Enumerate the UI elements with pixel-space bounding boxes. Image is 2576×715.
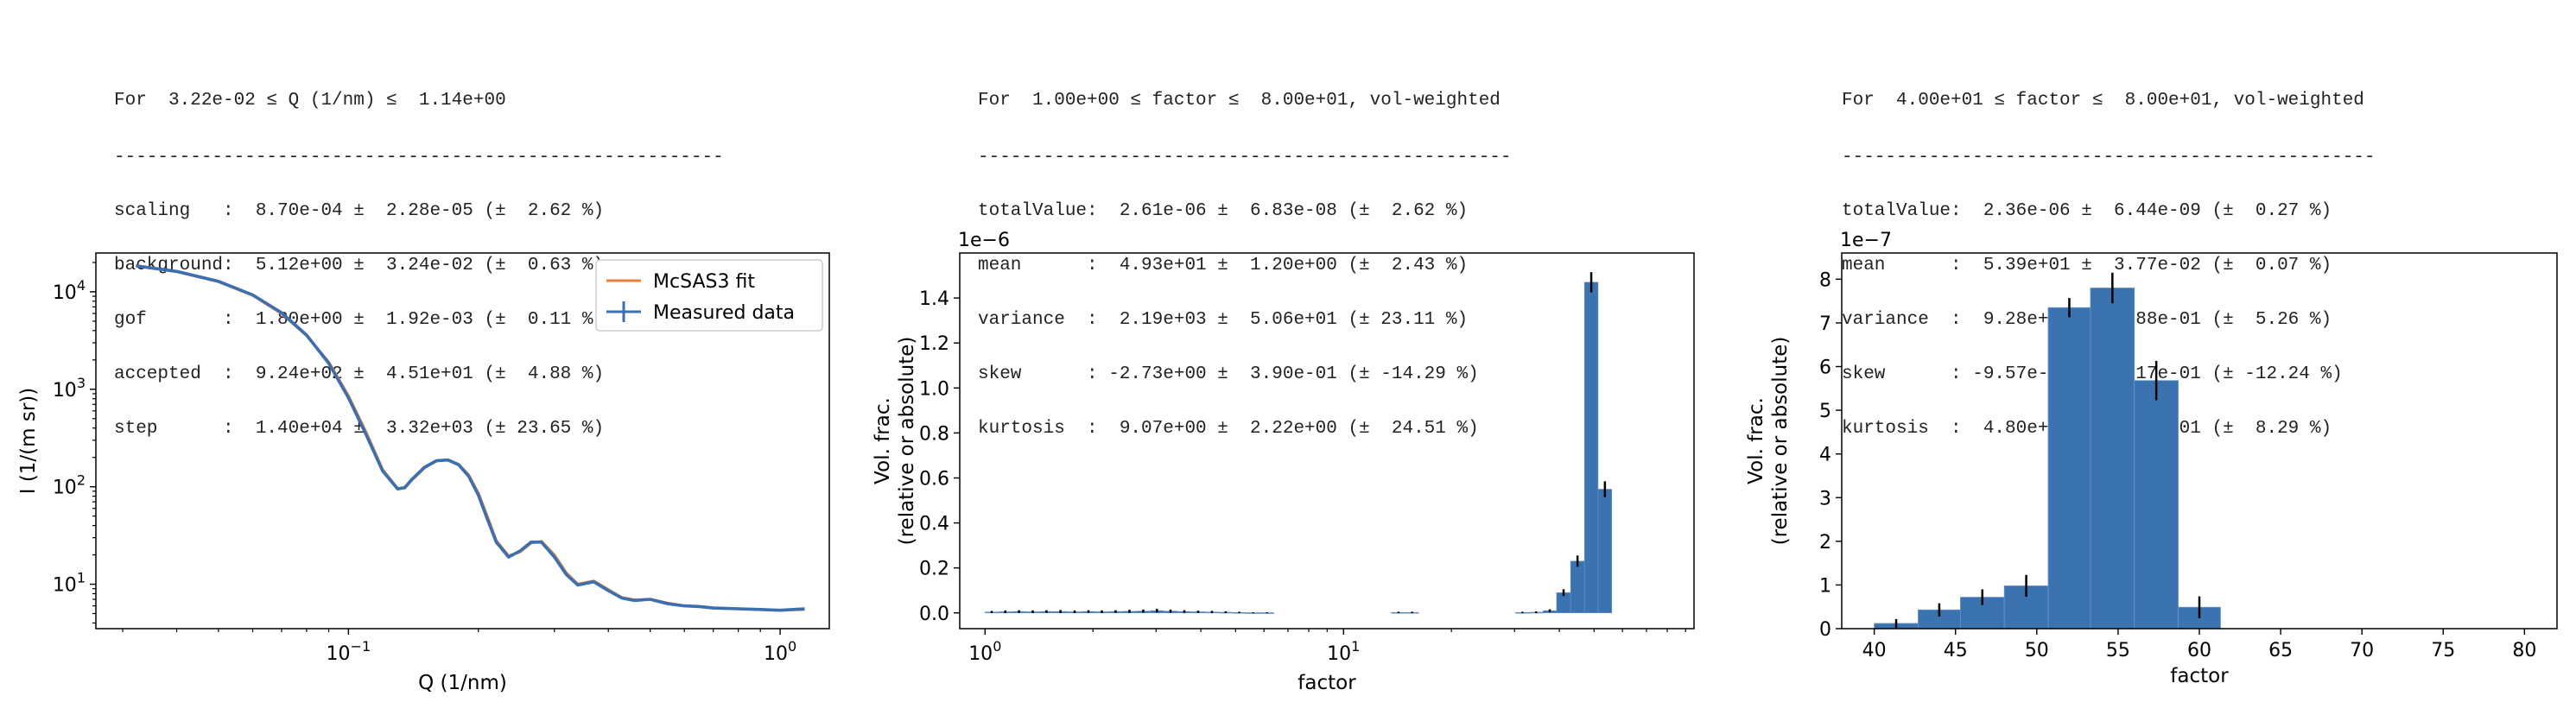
x-tick-label: 70	[2350, 640, 2374, 661]
stats-row-mean: mean : 5.39e+01 ± 3.77e-02 (± 0.07 %)	[1842, 256, 2332, 275]
x-axis-label: factor	[1298, 672, 1356, 694]
y-tick-label: 0.8	[919, 423, 949, 445]
histogram-bar	[1570, 560, 1585, 614]
stats-row-totalvalue: totalValue: 2.36e-06 ± 6.44e-09 (± 0.27 …	[1842, 201, 2332, 221]
x-tick-label: 55	[2106, 640, 2130, 661]
x-tick-label: 45	[1944, 640, 1968, 661]
stats-full-range: For 1.00e+00 ≤ factor ≤ 8.00e+01, vol-we…	[978, 55, 1512, 474]
histogram-bar	[2047, 307, 2091, 630]
stats-row-background: background: 5.12e+00 ± 3.24e-02 (± 0.63 …	[114, 256, 605, 275]
stats-rule: ----------------------------------------…	[978, 149, 1512, 166]
y-tick-label: 103	[53, 375, 86, 402]
x-tick-label: 65	[2268, 640, 2293, 661]
x-tick-label: 40	[1862, 640, 1887, 661]
y-tick-label: 0	[1819, 619, 1831, 641]
y-scale-label: 1e−6	[958, 230, 1010, 251]
y-tick-label: 0.4	[919, 514, 949, 535]
stats-row-variance: variance : 9.28e+00 ± 4.88e-01 (± 5.26 %…	[1842, 310, 2332, 330]
histogram-bar	[2134, 380, 2179, 630]
y-tick-label: 6	[1819, 358, 1831, 379]
stats-row-mean: mean : 4.93e+01 ± 1.20e+00 (± 2.43 %)	[978, 256, 1469, 275]
legend: McSAS3 fit Measured data	[595, 259, 823, 332]
stats-rule: ----------------------------------------…	[114, 149, 724, 166]
y-tick-label: 0.0	[919, 604, 949, 625]
legend-label-fit: McSAS3 fit	[653, 271, 755, 293]
y-tick-label: 5	[1819, 401, 1831, 422]
stats-row-totalvalue: totalValue: 2.61e-06 ± 6.83e-08 (± 2.62 …	[978, 201, 1469, 221]
y-axis-label: I (1/(m sr))	[17, 388, 40, 495]
y-tick-label: 101	[53, 570, 86, 597]
y-tick-label: 0.2	[919, 559, 949, 580]
y-tick-label: 3	[1819, 488, 1831, 509]
series-line	[136, 264, 805, 612]
chart-zoom-histogram: 40 45 50 55 60 65 70 75 800123456781e−7factorVol…	[1745, 230, 2558, 687]
x-tick-label: 100	[764, 638, 796, 665]
x-tick-label: 80	[2512, 640, 2536, 661]
stats-title: For 3.22e-02 ≤ Q (1/nm) ≤ 1.14e+00	[114, 91, 506, 111]
stats-title: For 1.00e+00 ≤ factor ≤ 8.00e+01, vol-we…	[978, 91, 1501, 111]
axes-frame	[959, 252, 1695, 630]
chart-full-histogram: 0.0 0.2 0.4 0.6 0.8 1.0 1.2 1.4 1e−6 factor Vol. f…	[872, 230, 1695, 694]
histogram-bar	[2090, 288, 2135, 630]
axes-frame	[95, 252, 830, 630]
y-tick-label: 1	[1819, 575, 1831, 597]
histogram-bar	[1597, 489, 1613, 614]
y-axis-label-line2: (relative or absolute)	[896, 337, 918, 546]
x-tick-label: 101	[1327, 638, 1360, 665]
y-tick-label: 1.4	[919, 288, 949, 310]
x-tick-label: 50	[2025, 640, 2049, 661]
x-axis-label: factor	[2170, 665, 2229, 687]
x-tick-label: 75	[2431, 640, 2455, 661]
y-axis-label-line1: Vol. frac.	[1745, 397, 1767, 484]
stats-row-scaling: scaling : 8.70e-04 ± 2.28e-05 (± 2.62 %)	[114, 201, 605, 221]
y-axis-label-line1: Vol. frac.	[872, 397, 894, 484]
stats-row-accepted: accepted : 9.24e+02 ± 4.51e+01 (± 4.88 %…	[114, 364, 605, 384]
y-scale-label: 1e−7	[1840, 230, 1892, 251]
y-tick-label: 7	[1819, 313, 1831, 335]
y-axis-label-line2: (relative or absolute)	[1769, 337, 1792, 546]
stats-q-range: For 3.22e-02 ≤ Q (1/nm) ≤ 1.14e+00 -----…	[114, 55, 724, 474]
stats-rule: ----------------------------------------…	[1842, 149, 2376, 166]
y-tick-label: 104	[53, 277, 86, 304]
legend-box	[595, 259, 823, 332]
stats-zoom-range: For 4.00e+01 ≤ factor ≤ 8.00e+01, vol-we…	[1842, 55, 2376, 474]
x-tick-label: 100	[968, 638, 1001, 665]
y-tick-label: 1.0	[919, 378, 949, 400]
y-tick-label: 0.6	[919, 468, 949, 490]
stats-title: For 4.00e+01 ≤ factor ≤ 8.00e+01, vol-we…	[1842, 91, 2364, 111]
x-axis-label: Q (1/nm)	[418, 672, 507, 694]
y-tick-label: 8	[1819, 269, 1831, 291]
x-tick-label: 60	[2187, 640, 2211, 661]
stats-row-kurtosis: kurtosis : 9.07e+00 ± 2.22e+00 (± 24.51 …	[978, 419, 1479, 439]
y-tick-label: 1.2	[919, 333, 949, 355]
y-tick-label: 4	[1819, 445, 1831, 466]
x-tick-label: 10−1	[327, 638, 371, 665]
stats-row-gof: gof : 1.80e+00 ± 1.92e-03 (± 0.11 %)	[114, 310, 605, 330]
histogram-bar	[1583, 282, 1599, 614]
stats-row-step: step : 1.40e+04 ± 3.32e+03 (± 23.65 %)	[114, 419, 605, 439]
legend-label-measured: Measured data	[653, 302, 795, 324]
stats-row-variance: variance : 2.19e+03 ± 5.06e+01 (± 23.11 …	[978, 310, 1469, 330]
stats-row-skew: skew : -2.73e+00 ± 3.90e-01 (± -14.29 %)	[978, 364, 1479, 384]
axes-frame	[1841, 252, 2558, 630]
y-tick-label: 2	[1819, 532, 1831, 554]
y-tick-label: 102	[53, 472, 86, 499]
chart-scattering-curve: Q (1/nm) I (1/(m sr)) McSAS3 fit Measured d…	[17, 252, 830, 694]
